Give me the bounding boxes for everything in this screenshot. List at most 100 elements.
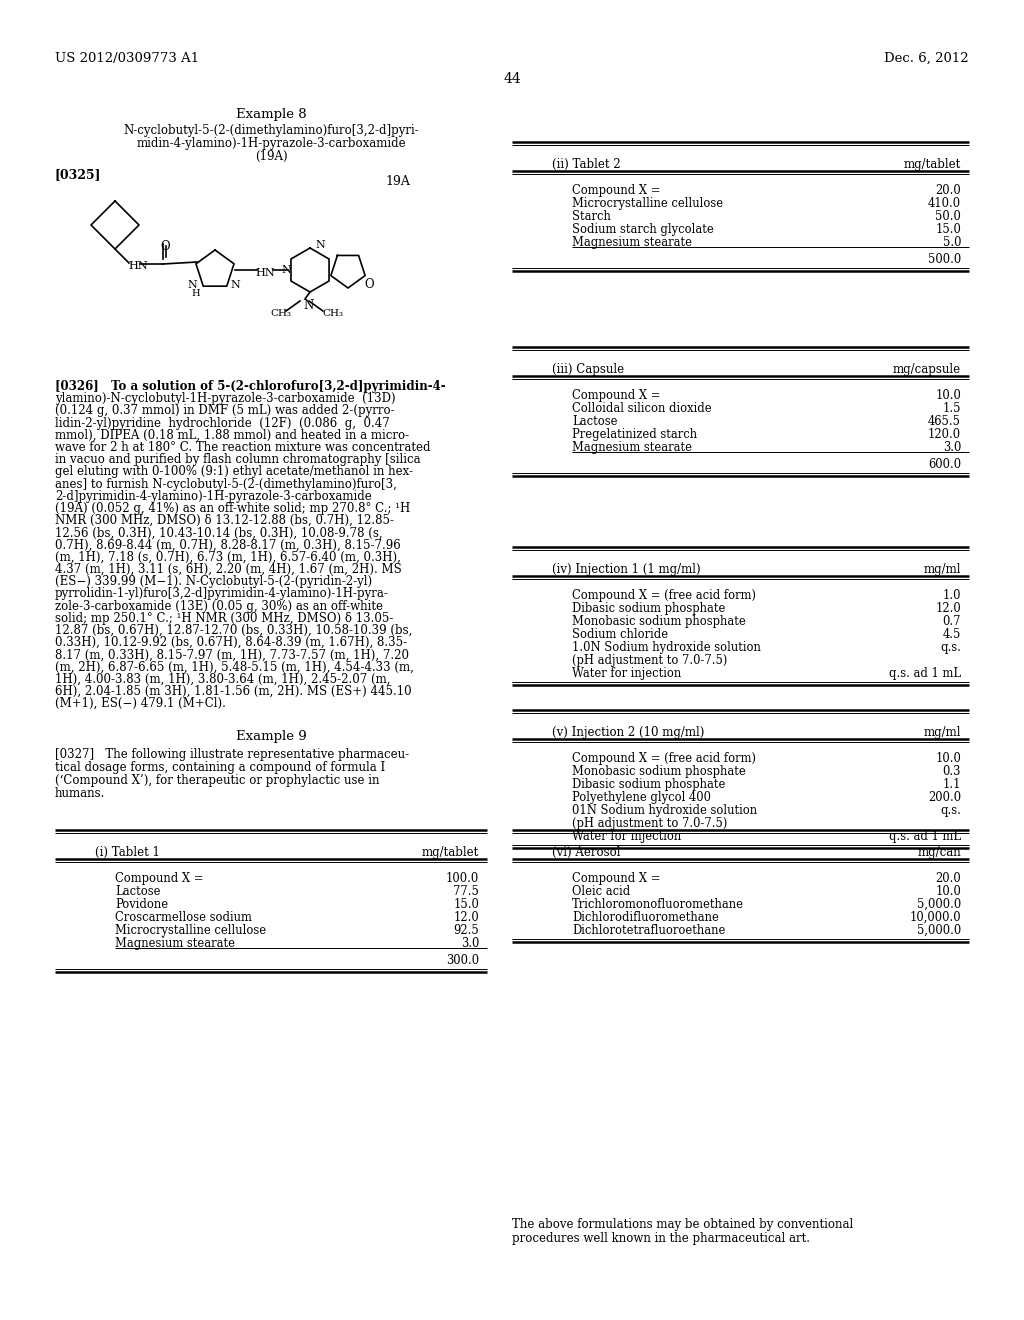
Text: 465.5: 465.5 xyxy=(928,414,961,428)
Text: 10,000.0: 10,000.0 xyxy=(909,911,961,924)
Text: 12.0: 12.0 xyxy=(935,602,961,615)
Text: The above formulations may be obtained by conventional: The above formulations may be obtained b… xyxy=(512,1218,853,1232)
Text: HN: HN xyxy=(128,261,147,271)
Text: NMR (300 MHz, DMSO) δ 13.12-12.88 (bs, 0.7H), 12.85-: NMR (300 MHz, DMSO) δ 13.12-12.88 (bs, 0… xyxy=(55,515,394,527)
Text: 92.5: 92.5 xyxy=(454,924,479,937)
Text: 1.0: 1.0 xyxy=(942,589,961,602)
Text: Magnesium stearate: Magnesium stearate xyxy=(115,937,234,950)
Text: Example 9: Example 9 xyxy=(236,730,306,743)
Text: 0.7: 0.7 xyxy=(942,615,961,628)
Text: Water for injection: Water for injection xyxy=(572,830,681,843)
Text: 6H), 2.04-1.85 (m 3H), 1.81-1.56 (m, 2H). MS (ES+) 445.10: 6H), 2.04-1.85 (m 3H), 1.81-1.56 (m, 2H)… xyxy=(55,685,412,698)
Text: (pH adjustment to 7.0-7.5): (pH adjustment to 7.0-7.5) xyxy=(572,653,727,667)
Text: 3.0: 3.0 xyxy=(943,441,961,454)
Text: procedures well known in the pharmaceutical art.: procedures well known in the pharmaceuti… xyxy=(512,1232,810,1245)
Text: (M+1), ES(−) 479.1 (M+Cl).: (M+1), ES(−) 479.1 (M+Cl). xyxy=(55,697,226,710)
Text: humans.: humans. xyxy=(55,787,105,800)
Text: (iv) Injection 1 (1 mg/ml): (iv) Injection 1 (1 mg/ml) xyxy=(552,564,700,576)
Text: 10.0: 10.0 xyxy=(935,752,961,766)
Text: (19A): (19A) xyxy=(255,150,288,162)
Text: Povidone: Povidone xyxy=(115,898,168,911)
Text: Compound X =: Compound X = xyxy=(572,873,660,884)
Text: N-cyclobutyl-5-(2-(dimethylamino)furo[3,2-d]pyri-: N-cyclobutyl-5-(2-(dimethylamino)furo[3,… xyxy=(123,124,419,137)
Text: HN: HN xyxy=(255,268,274,279)
Text: Trichloromonofluoromethane: Trichloromonofluoromethane xyxy=(572,898,744,911)
Text: 1.1: 1.1 xyxy=(942,777,961,791)
Text: 8.17 (m, 0.33H), 8.15-7.97 (m, 1H), 7.73-7.57 (m, 1H), 7.20: 8.17 (m, 0.33H), 8.15-7.97 (m, 1H), 7.73… xyxy=(55,648,409,661)
Text: Sodium chloride: Sodium chloride xyxy=(572,628,668,642)
Text: 100.0: 100.0 xyxy=(445,873,479,884)
Text: 300.0: 300.0 xyxy=(445,954,479,968)
Text: mg/capsule: mg/capsule xyxy=(893,363,961,376)
Text: CH₃: CH₃ xyxy=(322,309,343,318)
Text: Example 8: Example 8 xyxy=(236,108,306,121)
Text: Compound X =: Compound X = xyxy=(572,389,660,403)
Text: mg/tablet: mg/tablet xyxy=(422,846,479,859)
Text: 77.5: 77.5 xyxy=(454,884,479,898)
Text: anes] to furnish N-cyclobutyl-5-(2-(dimethylamino)furo[3,: anes] to furnish N-cyclobutyl-5-(2-(dime… xyxy=(55,478,397,491)
Text: solid; mp 250.1° C.; ¹H NMR (300 MHz, DMSO) δ 13.05-: solid; mp 250.1° C.; ¹H NMR (300 MHz, DM… xyxy=(55,611,393,624)
Text: q.s.: q.s. xyxy=(940,804,961,817)
Text: (pH adjustment to 7.0-7.5): (pH adjustment to 7.0-7.5) xyxy=(572,817,727,830)
Text: CH₃: CH₃ xyxy=(270,309,291,318)
Text: (ii) Tablet 2: (ii) Tablet 2 xyxy=(552,158,621,172)
Text: Magnesium stearate: Magnesium stearate xyxy=(572,441,692,454)
Text: N: N xyxy=(303,300,313,312)
Text: q.s. ad 1 mL: q.s. ad 1 mL xyxy=(889,830,961,843)
Text: (v) Injection 2 (10 mg/ml): (v) Injection 2 (10 mg/ml) xyxy=(552,726,705,739)
Text: 15.0: 15.0 xyxy=(935,223,961,236)
Text: 1H), 4.00-3.83 (m, 1H), 3.80-3.64 (m, 1H), 2.45-2.07 (m,: 1H), 4.00-3.83 (m, 1H), 3.80-3.64 (m, 1H… xyxy=(55,673,390,686)
Text: 0.33H), 10.12-9.92 (bs, 0.67H), 8.64-8.39 (m, 1.67H), 8.35-: 0.33H), 10.12-9.92 (bs, 0.67H), 8.64-8.3… xyxy=(55,636,408,649)
Text: Sodium starch glycolate: Sodium starch glycolate xyxy=(572,223,714,236)
Text: 12.87 (bs, 0.67H), 12.87-12.70 (bs, 0.33H), 10.58-10.39 (bs,: 12.87 (bs, 0.67H), 12.87-12.70 (bs, 0.33… xyxy=(55,624,413,638)
Text: 50.0: 50.0 xyxy=(935,210,961,223)
Text: 20.0: 20.0 xyxy=(935,873,961,884)
Text: Starch: Starch xyxy=(572,210,611,223)
Text: 5.0: 5.0 xyxy=(942,236,961,249)
Text: lidin-2-yl)pyridine  hydrochloride  (12F)  (0.086  g,  0.47: lidin-2-yl)pyridine hydrochloride (12F) … xyxy=(55,417,390,429)
Text: (iii) Capsule: (iii) Capsule xyxy=(552,363,624,376)
Text: (vi) Aerosol: (vi) Aerosol xyxy=(552,846,621,859)
Text: 0.7H), 8.69-8.44 (m, 0.7H), 8.28-8.17 (m, 0.3H), 8.15-7.96: 0.7H), 8.69-8.44 (m, 0.7H), 8.28-8.17 (m… xyxy=(55,539,400,552)
Text: mg/can: mg/can xyxy=(918,846,961,859)
Text: Compound X = (free acid form): Compound X = (free acid form) xyxy=(572,752,756,766)
Text: Dec. 6, 2012: Dec. 6, 2012 xyxy=(885,51,969,65)
Text: 1.5: 1.5 xyxy=(942,403,961,414)
Text: [0327]   The following illustrate representative pharmaceu-: [0327] The following illustrate represen… xyxy=(55,748,410,762)
Text: midin-4-ylamino)-1H-pyrazole-3-carboxamide: midin-4-ylamino)-1H-pyrazole-3-carboxami… xyxy=(136,137,406,150)
Text: Monobasic sodium phosphate: Monobasic sodium phosphate xyxy=(572,766,745,777)
Text: Compound X =: Compound X = xyxy=(572,183,660,197)
Text: (‘Compound X’), for therapeutic or prophylactic use in: (‘Compound X’), for therapeutic or proph… xyxy=(55,774,380,787)
Text: wave for 2 h at 180° C. The reaction mixture was concentrated: wave for 2 h at 180° C. The reaction mix… xyxy=(55,441,430,454)
Text: (m, 2H), 6.87-6.65 (m, 1H), 5.48-5.15 (m, 1H), 4.54-4.33 (m,: (m, 2H), 6.87-6.65 (m, 1H), 5.48-5.15 (m… xyxy=(55,660,414,673)
Text: mg/ml: mg/ml xyxy=(924,726,961,739)
Text: 600.0: 600.0 xyxy=(928,458,961,471)
Text: q.s.: q.s. xyxy=(940,642,961,653)
Text: 3.0: 3.0 xyxy=(461,937,479,950)
Text: N: N xyxy=(230,280,240,290)
Text: (m, 1H), 7.18 (s, 0.7H), 6.73 (m, 1H), 6.57-6.40 (m, 0.3H),: (m, 1H), 7.18 (s, 0.7H), 6.73 (m, 1H), 6… xyxy=(55,550,400,564)
Text: Monobasic sodium phosphate: Monobasic sodium phosphate xyxy=(572,615,745,628)
Text: [0326]   To a solution of 5-(2-chlorofuro[3,2-d]pyrimidin-4-: [0326] To a solution of 5-(2-chlorofuro[… xyxy=(55,380,445,393)
Text: q.s. ad 1 mL: q.s. ad 1 mL xyxy=(889,667,961,680)
Text: 410.0: 410.0 xyxy=(928,197,961,210)
Text: 0.3: 0.3 xyxy=(943,766,961,777)
Text: 12.0: 12.0 xyxy=(454,911,479,924)
Text: O: O xyxy=(364,279,374,290)
Text: N: N xyxy=(281,265,291,275)
Text: Croscarmellose sodium: Croscarmellose sodium xyxy=(115,911,252,924)
Text: Colloidal silicon dioxide: Colloidal silicon dioxide xyxy=(572,403,712,414)
Text: 44: 44 xyxy=(503,73,521,86)
Text: Dichlorodifluoromethane: Dichlorodifluoromethane xyxy=(572,911,719,924)
Text: Dibasic sodium phosphate: Dibasic sodium phosphate xyxy=(572,602,725,615)
Text: US 2012/0309773 A1: US 2012/0309773 A1 xyxy=(55,51,199,65)
Text: Pregelatinized starch: Pregelatinized starch xyxy=(572,428,697,441)
Text: 19A: 19A xyxy=(385,176,410,187)
Text: gel eluting with 0-100% (9:1) ethyl acetate/methanol in hex-: gel eluting with 0-100% (9:1) ethyl acet… xyxy=(55,466,413,478)
Text: 20.0: 20.0 xyxy=(935,183,961,197)
Text: Compound X =: Compound X = xyxy=(115,873,204,884)
Text: (i) Tablet 1: (i) Tablet 1 xyxy=(95,846,160,859)
Text: pyrrolidin-1-yl)furo[3,2-d]pyrimidin-4-ylamino)-1H-pyra-: pyrrolidin-1-yl)furo[3,2-d]pyrimidin-4-y… xyxy=(55,587,389,601)
Text: 10.0: 10.0 xyxy=(935,389,961,403)
Text: Magnesium stearate: Magnesium stearate xyxy=(572,236,692,249)
